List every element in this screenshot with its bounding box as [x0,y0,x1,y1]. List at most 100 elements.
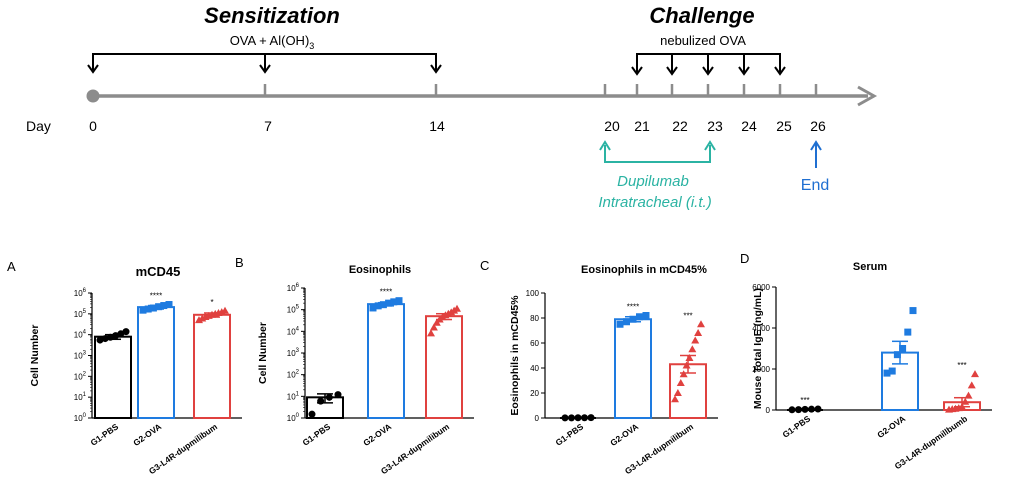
data-point [616,320,624,328]
data-point [561,414,569,422]
data-point [971,370,979,378]
data-point [673,389,682,396]
y-tick-label: 100 [287,413,300,423]
data-point [568,414,575,422]
data-point [165,301,173,309]
significance-marker: *** [800,396,809,405]
arrowhead-day7 [259,64,271,74]
data-point [317,397,325,405]
y-tick-label: 103 [74,351,87,361]
day-label: 20 [604,118,620,134]
x-tick-label: G2-OVA [608,421,640,448]
charts-group: mCD45 Cell Number 100 101 102 103 104 105 106 G1-… [29,261,992,476]
y-tick-label: 101 [74,392,87,402]
arrowhead-day0 [87,64,99,74]
day-label: 7 [264,118,272,134]
end-arrow-up-icon [810,140,822,168]
challenge-bracket [631,53,786,76]
day-label: 0 [89,118,97,134]
y-tick-label: 100 [526,289,540,298]
data-point [899,345,907,352]
data-point [893,351,901,359]
data-point [308,410,316,418]
data-point [795,406,802,414]
data-point [144,305,152,313]
x-tick-label: G2-OVA [361,421,393,448]
day-label: 26 [810,118,826,134]
y-axis-label: Eosinophils in mCD45% [509,295,521,416]
significance-marker: **** [150,292,162,301]
data-point [967,381,976,389]
chart-title: Eosinophils in mCD45% [581,264,707,276]
data-point [122,328,130,336]
y-tick-label: 20 [530,389,539,398]
data-point [155,303,163,311]
y-tick-label: 102 [287,370,300,380]
x-tick-label: G1-PBS [780,413,812,440]
timeline-axis [93,84,878,107]
significance-marker: **** [627,303,639,312]
significance-marker: * [210,298,213,307]
y-tick-label: 106 [74,288,87,298]
data-point [374,302,382,310]
x-tick-label: G1-PBS [553,421,585,448]
panel-letter-a: A [7,259,16,274]
data-point [629,315,637,323]
y-tick-label: 0 [766,406,771,415]
x-tick-label: G2-OVA [131,421,163,448]
significance-marker: *** [683,311,692,320]
data-point [427,329,435,337]
chart-title: Eosinophils [349,264,411,276]
y-tick-label: 0 [535,414,540,423]
data-point [642,312,650,319]
treatment-route: Intratracheal (i.t.) [598,194,711,211]
data-point [697,320,705,328]
challenge-title: Challenge [649,3,754,28]
x-tick-label: G1-PBS [300,421,332,448]
data-point [369,304,377,312]
y-tick-label: 2000 [752,365,770,374]
y-tick-label: 100 [74,413,87,423]
data-point [964,391,973,399]
panel-letter-d: D [740,251,749,266]
data-point [694,329,703,336]
data-point [883,369,891,377]
x-tick-label: G1-PBS [88,421,120,448]
data-point [814,405,822,413]
day-label: 14 [429,118,445,134]
y-tick-label: 40 [530,364,539,373]
day-labels: Day 0 7 14 20 21 22 23 24 25 26 [26,118,826,134]
data-point [390,298,398,306]
data-point [682,361,691,369]
x-tick-label: G2-OVA [875,413,907,440]
data-point [453,304,461,312]
significance-marker: *** [957,361,966,370]
data-point [676,379,685,386]
arrowhead-day23-up-icon [704,140,716,151]
chart-panel-d: Serum Mouse Total IgE (ng/mL)0 2000 4000 600… [752,261,992,471]
y-tick-label: 105 [287,305,300,315]
data-point [788,406,796,414]
bar-g3-l4r-dupmilibum [193,313,231,420]
panel-letter-c: C [480,258,489,273]
bar-g2-ova [367,303,405,420]
data-point [379,301,387,309]
data-point [888,367,896,375]
data-point [581,414,588,422]
data-point [904,328,912,336]
data-point [160,302,168,310]
data-point [685,354,694,361]
y-tick-label: 103 [287,348,300,358]
data-point [334,391,342,399]
y-tick-label: 104 [287,326,300,336]
data-point [636,313,643,321]
data-point [385,299,393,307]
y-axis-label: Cell Number [257,322,269,384]
sensitization-bracket [87,53,442,74]
end-label: End [801,177,829,194]
day-label: 23 [707,118,723,134]
data-point [395,297,403,305]
sensitization-title: Sensitization [204,3,340,28]
day-label: 25 [776,118,792,134]
